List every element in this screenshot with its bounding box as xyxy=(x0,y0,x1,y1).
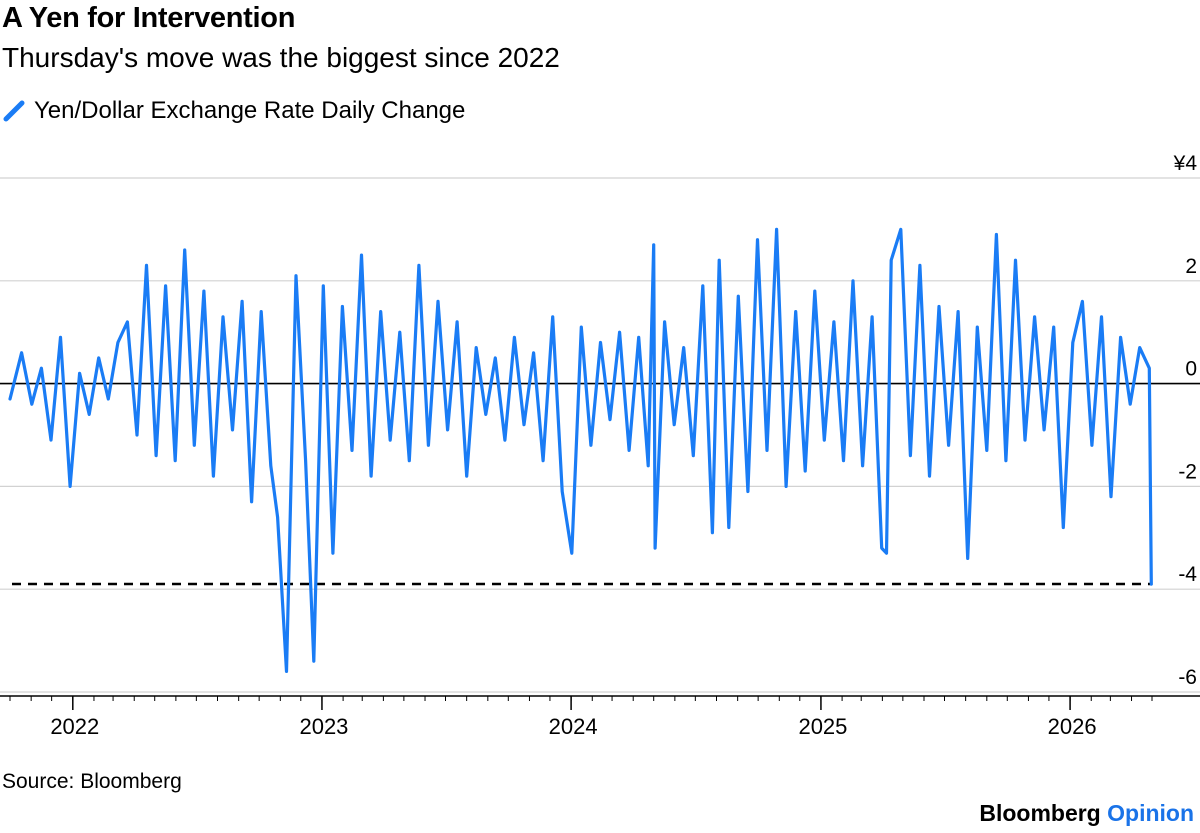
source-note: Source: Bloomberg xyxy=(2,770,182,793)
y-tick-label: 0 xyxy=(1185,358,1197,381)
x-tick-label: 2026 xyxy=(1048,714,1097,739)
y-tick-label: ¥4 xyxy=(1173,152,1198,175)
legend-label: Yen/Dollar Exchange Rate Daily Change xyxy=(34,97,466,124)
x-tick-label: 2024 xyxy=(549,714,598,739)
brand-main: Bloomberg xyxy=(979,800,1101,826)
y-tick-label: -6 xyxy=(1178,666,1197,689)
brand-accent: Opinion xyxy=(1107,800,1194,826)
series-group xyxy=(8,227,1153,673)
y-tick-label: 2 xyxy=(1185,255,1197,278)
series-line xyxy=(8,227,1153,673)
brand-logo: Bloomberg Opinion xyxy=(979,800,1194,827)
x-tick-label: 2023 xyxy=(299,714,348,739)
chart-subtitle: Thursday's move was the biggest since 20… xyxy=(2,42,560,73)
y-tick-label: -2 xyxy=(1178,460,1197,483)
chart-title: A Yen for Intervention xyxy=(2,2,296,34)
line-swatch-icon xyxy=(3,100,25,122)
grid-lines xyxy=(0,177,1200,693)
x-tick-label: 2022 xyxy=(50,714,99,739)
line-chart: 2022 2023 2024 2025 2026 ¥4 2 0 -2 -4 -6 xyxy=(0,152,1200,739)
x-tick-label: 2025 xyxy=(798,714,847,739)
x-axis: 2022 2023 2024 2025 2026 xyxy=(0,695,1200,739)
y-axis-labels: ¥4 2 0 -2 -4 -6 xyxy=(1173,152,1198,689)
legend: Yen/Dollar Exchange Rate Daily Change xyxy=(2,96,465,126)
y-tick-label: -4 xyxy=(1178,563,1197,586)
